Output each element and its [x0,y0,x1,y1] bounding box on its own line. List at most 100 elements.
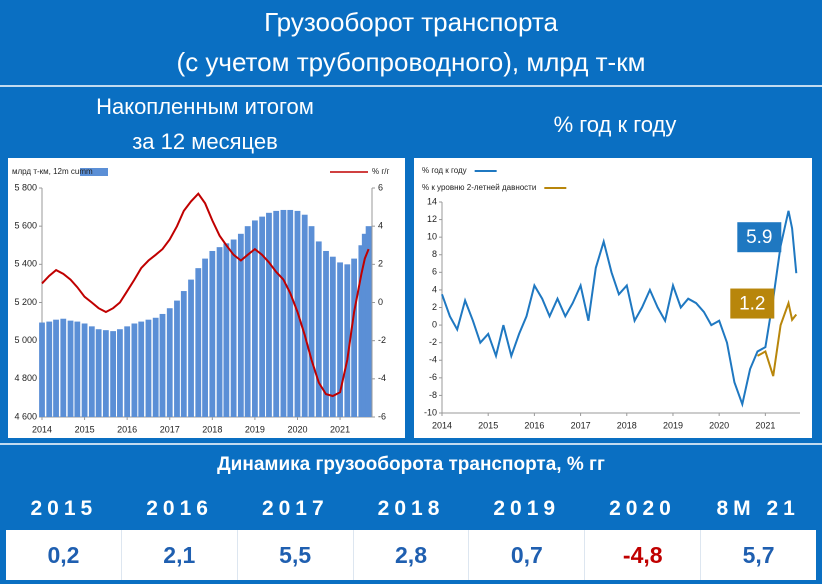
x-tick-label: 2016 [524,420,544,430]
x-tick-label: 2019 [245,424,265,434]
y-tick-label: -10 [424,407,437,417]
y2-tick-label: -2 [378,335,386,345]
legend-label: млрд т-км, 12m cumm [12,167,93,176]
bar [358,245,365,417]
bar [351,258,358,417]
y2-tick-label: 6 [378,182,383,192]
y-tick-label: 5 200 [14,297,37,307]
bar [237,233,244,417]
bar [67,320,74,417]
bar [337,262,343,417]
x-tick-label: 2018 [202,424,222,434]
x-tick-label: 2018 [617,420,637,430]
line [757,299,798,377]
y2-tick-label: 4 [378,221,383,231]
column-header: 2015 [30,497,98,520]
bar [145,319,152,417]
title: (с учетом трубопроводного), млрд т-км [177,47,646,77]
y-tick-label: 14 [427,196,437,206]
cell: 5,5 [236,530,353,580]
cell: 0,7 [468,530,584,580]
y-tick-label: 8 [432,249,437,259]
annotation-box [730,288,775,319]
y2-tick-label: 2 [378,259,383,269]
y-tick-label: 10 [427,232,437,242]
bar [244,226,251,417]
y-tick-label: 5 400 [14,259,37,269]
cell: 5,7 [700,530,816,580]
bar [365,226,372,417]
bar [259,216,266,417]
y-tick-label: 4 [432,284,437,294]
y-tick-label: -4 [429,355,437,365]
bar [95,329,102,417]
annotation: 5.9 [746,227,772,248]
bar [81,323,88,417]
bar [361,233,368,417]
bar [216,247,223,417]
y-tick-label: 4 600 [14,411,37,421]
bar [230,239,237,417]
bar [188,279,194,417]
y-tick-label: -2 [429,337,437,347]
bar [287,209,294,417]
column-header: 2018 [377,497,445,520]
x-tick-label: 2015 [75,424,95,434]
table-values: 0,2 2,1 5,5 2,8 0,7 -4,8 5,7 [6,530,816,580]
x-tick-label: 2020 [709,420,729,430]
bar [60,318,67,417]
bar [308,226,315,417]
legend-label: % к уровню 2-летней давности [422,183,536,192]
bar [223,243,230,417]
x-tick-label: 2016 [117,424,137,434]
bar [301,214,308,417]
bar [159,313,166,417]
column-header: 2019 [493,497,561,520]
bar [323,250,329,417]
bar [273,210,280,417]
bar [315,241,322,417]
y-tick-label: 5 800 [14,182,37,192]
legend-swatch [80,168,108,176]
legend-label: % год к году [422,166,467,175]
bar [166,308,173,417]
bar [117,329,123,417]
cell: 0,2 [47,542,80,568]
column-header: 2020 [609,497,676,520]
bar [102,330,109,417]
x-tick-label: 2017 [571,420,591,430]
bar [280,209,287,417]
title: Грузооборот транспорта [264,7,558,37]
bar [180,291,187,417]
bar [46,321,53,417]
x-tick-label: 2020 [287,424,307,434]
y-tick-label: 12 [427,214,437,224]
cell: -4,8 [584,530,700,580]
x-tick-label: 2021 [755,420,775,430]
y-tick-label: 6 [432,267,437,277]
x-tick-label: 2021 [330,424,350,434]
panel-title: Накопленным итогом [96,94,314,119]
bar [39,322,45,417]
x-tick-label: 2015 [478,420,498,430]
bar [195,268,202,417]
bar [110,331,117,417]
cell: 2,8 [352,530,469,580]
bar [252,220,258,417]
y-tick-label: 4 800 [14,373,37,383]
y-tick-label: 0 [432,319,437,329]
legend-label: % г/г [372,167,389,176]
x-tick-label: 2014 [32,424,52,434]
y2-tick-label: 0 [378,297,383,307]
column-header: 2016 [146,497,213,520]
column-header: 2017 [261,497,329,520]
cell: 2,1 [120,530,237,580]
x-tick-label: 2017 [160,424,180,434]
bar [138,321,145,417]
bar [266,212,272,417]
column-header: 8M 21 [716,497,800,520]
annotation-box [737,222,782,253]
panel-title: за 12 месяцев [132,129,278,154]
bar [209,250,216,417]
